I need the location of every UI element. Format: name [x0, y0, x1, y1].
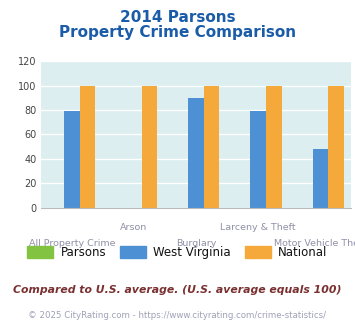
Bar	[266, 85, 282, 208]
Text: Compared to U.S. average. (U.S. average equals 100): Compared to U.S. average. (U.S. average …	[13, 285, 342, 295]
Bar	[80, 85, 95, 208]
Text: All Property Crime: All Property Crime	[29, 239, 115, 248]
Text: © 2025 CityRating.com - https://www.cityrating.com/crime-statistics/: © 2025 CityRating.com - https://www.city…	[28, 311, 327, 320]
Bar	[64, 111, 80, 208]
Text: Arson: Arson	[120, 223, 148, 232]
Bar	[204, 85, 219, 208]
Bar	[251, 111, 266, 208]
Bar	[142, 85, 157, 208]
Bar	[313, 149, 328, 208]
Text: Motor Vehicle Theft: Motor Vehicle Theft	[274, 239, 355, 248]
Bar	[189, 98, 204, 208]
Bar	[328, 85, 344, 208]
Text: Burglary: Burglary	[176, 239, 216, 248]
Text: 2014 Parsons: 2014 Parsons	[120, 10, 235, 25]
Text: Property Crime Comparison: Property Crime Comparison	[59, 25, 296, 40]
Legend: Parsons, West Virginia, National: Parsons, West Virginia, National	[23, 241, 332, 264]
Text: Larceny & Theft: Larceny & Theft	[220, 223, 296, 232]
